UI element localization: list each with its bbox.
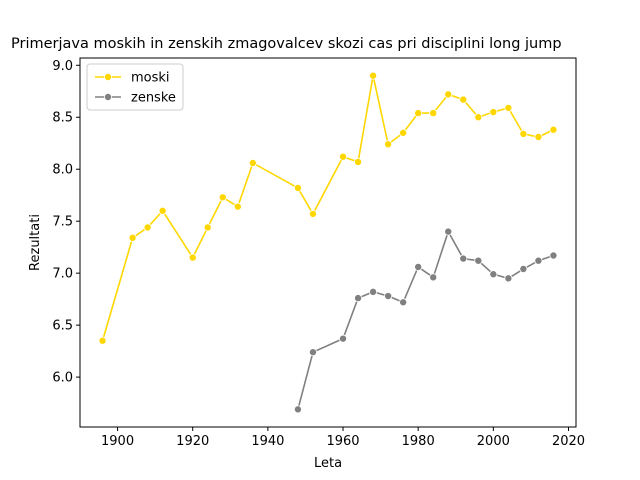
data-point <box>459 254 468 263</box>
legend-label: moski <box>131 71 170 86</box>
x-tick-label: 1980 <box>402 434 435 449</box>
data-point <box>339 152 348 161</box>
data-point <box>519 129 528 138</box>
data-point <box>444 227 453 236</box>
y-axis-label: Rezultati <box>28 214 43 271</box>
data-point <box>414 262 423 271</box>
x-tick-label: 2000 <box>477 434 510 449</box>
data-point <box>429 273 438 282</box>
y-tick-label: 8.0 <box>52 163 73 178</box>
x-tick-label: 1920 <box>176 434 209 449</box>
y-tick-label: 6.0 <box>52 371 73 386</box>
x-tick-label: 2020 <box>552 434 585 449</box>
x-tick-label: 1960 <box>326 434 359 449</box>
data-point <box>369 71 378 80</box>
plot-frame <box>79 57 577 428</box>
data-point <box>384 292 393 301</box>
data-point <box>399 298 408 307</box>
data-point <box>399 128 408 137</box>
y-tick-label: 7.0 <box>52 267 73 282</box>
data-point <box>549 251 558 260</box>
data-point <box>248 158 257 167</box>
y-tick-label: 6.5 <box>52 319 73 334</box>
data-point <box>534 256 543 265</box>
data-point <box>128 233 137 242</box>
data-point <box>158 206 167 215</box>
series-group <box>98 71 558 414</box>
y-tick-label: 7.5 <box>52 215 73 230</box>
data-point <box>519 265 528 274</box>
data-point <box>308 209 317 218</box>
data-point <box>308 348 317 357</box>
data-point <box>489 108 498 117</box>
data-point <box>429 109 438 118</box>
y-tick-label: 9.0 <box>52 59 73 74</box>
data-point <box>293 183 302 192</box>
data-point <box>203 223 212 232</box>
data-point <box>354 294 363 303</box>
x-tick-label: 1940 <box>251 434 284 449</box>
data-point <box>218 193 227 202</box>
y-tick-label: 8.5 <box>52 111 73 126</box>
data-point <box>384 140 393 149</box>
data-point <box>549 125 558 134</box>
data-point <box>474 113 483 122</box>
legend-label: zenske <box>131 91 176 106</box>
x-axis-label: Leta <box>314 456 342 471</box>
data-point <box>293 405 302 414</box>
data-point <box>504 103 513 112</box>
data-point <box>474 256 483 265</box>
data-point <box>459 95 468 104</box>
data-point <box>504 274 513 283</box>
data-point <box>444 90 453 99</box>
data-point <box>534 132 543 141</box>
series-zenske <box>293 227 558 414</box>
legend: moski zenske <box>86 63 184 111</box>
data-point <box>143 223 152 232</box>
x-tick-label: 1900 <box>101 434 134 449</box>
data-point <box>339 334 348 343</box>
data-point <box>188 253 197 262</box>
data-point <box>369 287 378 296</box>
series-moski <box>98 71 558 345</box>
data-point <box>489 270 498 279</box>
data-point <box>233 202 242 211</box>
legend-marker <box>104 73 113 82</box>
data-point <box>414 109 423 118</box>
axes: 1900 1920 1940 1960 1980 2000 2020 6.0 6.5 7.0 7.5… <box>52 59 585 449</box>
data-point <box>354 157 363 166</box>
data-point <box>98 336 107 345</box>
legend-marker <box>104 93 113 102</box>
chart-title: Primerjava moskih in zenskih zmagovalcev… <box>11 36 562 52</box>
